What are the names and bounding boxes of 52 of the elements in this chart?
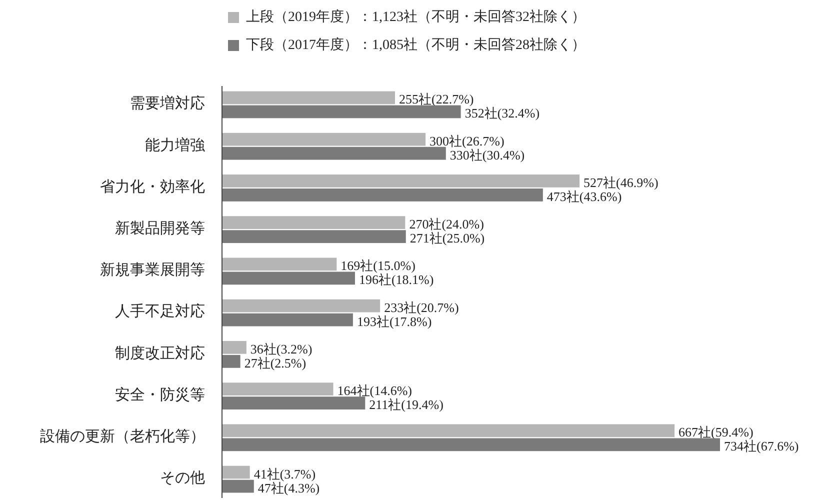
data-label: 193社(17.8%)	[356, 314, 432, 329]
y-tick-label: その他	[160, 470, 205, 487]
bar	[222, 132, 426, 146]
bar	[222, 272, 355, 285]
y-tick-label: 設備の更新（老朽化等）	[40, 428, 205, 446]
bar	[222, 396, 366, 410]
data-label: 255社(22.7%)	[399, 92, 474, 107]
legend-label: 下段（2017年度）：1,085社（不明・未回答28社除く）	[246, 37, 586, 54]
data-label: 233社(20.7%)	[384, 300, 459, 315]
bar	[222, 382, 334, 396]
bar	[222, 480, 254, 493]
bar	[222, 146, 446, 160]
data-label: 169社(15.0%)	[340, 258, 416, 274]
bar	[222, 466, 250, 479]
y-tick-label: 制度改正対応	[115, 344, 205, 362]
bar	[222, 258, 337, 271]
y-tick-label: 人手不足対応	[115, 303, 205, 320]
y-tick-label: 新製品開発等	[115, 220, 205, 238]
data-label: 473社(43.6%)	[546, 188, 622, 204]
data-label: 527社(46.9%)	[584, 174, 658, 190]
y-tick-label: 需要増対応	[130, 95, 205, 112]
bar	[222, 216, 406, 230]
data-label: 271社(25.0%)	[410, 230, 485, 246]
y-tick-label: 安全・防災等	[115, 386, 205, 404]
data-label: 27社(2.5%)	[244, 355, 306, 370]
bar	[222, 354, 240, 368]
data-label: 164社(14.6%)	[337, 383, 412, 398]
legend-label: 上段（2019年度）：1,123社（不明・未回答32社除く）	[246, 9, 586, 26]
y-tick-label: 省力化・効率化	[100, 178, 205, 196]
bar	[222, 313, 353, 326]
bar	[222, 340, 246, 354]
bar	[222, 188, 543, 202]
bar	[222, 230, 406, 244]
data-label: 300社(26.7%)	[430, 133, 504, 148]
data-label: 667社(59.4%)	[678, 424, 754, 440]
data-label: 330社(30.4%)	[450, 147, 525, 162]
data-label: 36社(3.2%)	[250, 341, 312, 356]
bar	[222, 174, 580, 188]
bar	[222, 424, 675, 438]
data-label: 734社(67.6%)	[724, 438, 799, 454]
data-label: 47社(4.3%)	[258, 480, 320, 496]
data-label: 196社(18.1%)	[358, 272, 434, 288]
data-label: 270社(24.0%)	[409, 216, 484, 232]
data-label: 352社(32.4%)	[464, 106, 540, 121]
bar	[222, 299, 380, 312]
y-tick-label: 能力増強	[145, 136, 205, 154]
bar	[222, 91, 396, 104]
y-tick-label: 新規事業展開等	[100, 262, 205, 279]
bar	[222, 105, 461, 118]
bar	[222, 438, 720, 452]
data-label: 41社(3.7%)	[254, 466, 316, 482]
data-label: 211社(19.4%)	[369, 397, 444, 412]
